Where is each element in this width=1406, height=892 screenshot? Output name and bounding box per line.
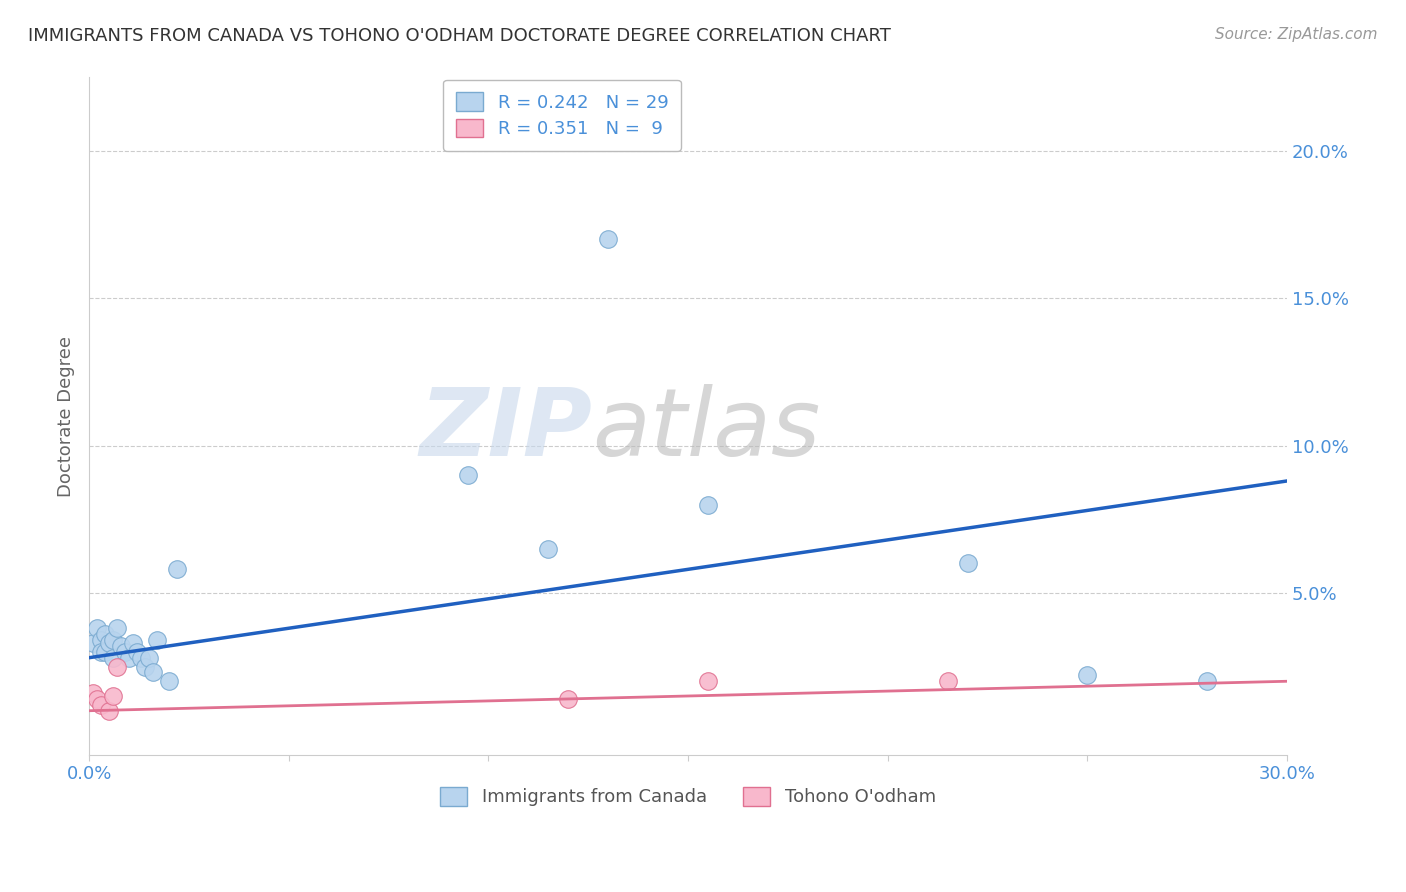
Point bbox=[118, 650, 141, 665]
Point bbox=[1197, 674, 1219, 689]
Point bbox=[146, 633, 169, 648]
Point bbox=[138, 650, 160, 665]
Point bbox=[86, 692, 108, 706]
Point bbox=[114, 645, 136, 659]
Point bbox=[101, 633, 124, 648]
Point bbox=[90, 633, 112, 648]
Point bbox=[129, 650, 152, 665]
Point bbox=[125, 645, 148, 659]
Legend: Immigrants from Canada, Tohono O'odham: Immigrants from Canada, Tohono O'odham bbox=[433, 780, 943, 814]
Text: ZIP: ZIP bbox=[419, 384, 592, 475]
Point bbox=[105, 621, 128, 635]
Text: atlas: atlas bbox=[592, 384, 821, 475]
Point bbox=[537, 541, 560, 556]
Y-axis label: Doctorate Degree: Doctorate Degree bbox=[58, 335, 75, 497]
Point bbox=[98, 636, 121, 650]
Point bbox=[105, 659, 128, 673]
Point bbox=[956, 557, 979, 571]
Point bbox=[457, 468, 479, 483]
Point bbox=[142, 665, 165, 680]
Point bbox=[166, 562, 188, 576]
Point bbox=[1076, 668, 1098, 682]
Text: IMMIGRANTS FROM CANADA VS TOHONO O'ODHAM DOCTORATE DEGREE CORRELATION CHART: IMMIGRANTS FROM CANADA VS TOHONO O'ODHAM… bbox=[28, 27, 891, 45]
Point bbox=[697, 498, 720, 512]
Point bbox=[697, 674, 720, 689]
Point bbox=[110, 639, 132, 653]
Point bbox=[101, 650, 124, 665]
Point bbox=[90, 645, 112, 659]
Point bbox=[86, 621, 108, 635]
Point bbox=[94, 627, 117, 641]
Text: Source: ZipAtlas.com: Source: ZipAtlas.com bbox=[1215, 27, 1378, 42]
Point bbox=[90, 698, 112, 712]
Point bbox=[94, 645, 117, 659]
Point bbox=[98, 704, 121, 718]
Point bbox=[157, 674, 180, 689]
Point bbox=[134, 659, 156, 673]
Point bbox=[598, 232, 620, 246]
Point bbox=[82, 686, 104, 700]
Point bbox=[936, 674, 959, 689]
Point bbox=[101, 689, 124, 703]
Point bbox=[122, 636, 145, 650]
Point bbox=[82, 636, 104, 650]
Point bbox=[557, 692, 579, 706]
